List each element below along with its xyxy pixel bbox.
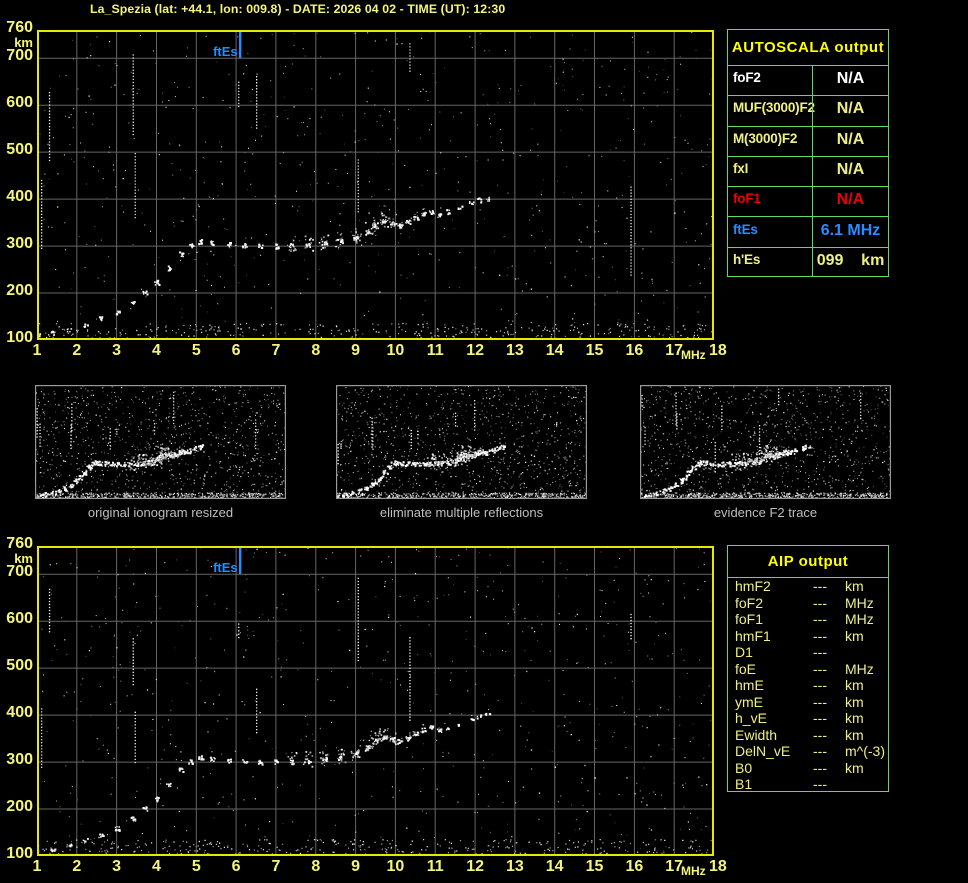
svg-text:ftEs: ftEs <box>213 560 238 575</box>
svg-text:ftEs: ftEs <box>213 44 238 59</box>
